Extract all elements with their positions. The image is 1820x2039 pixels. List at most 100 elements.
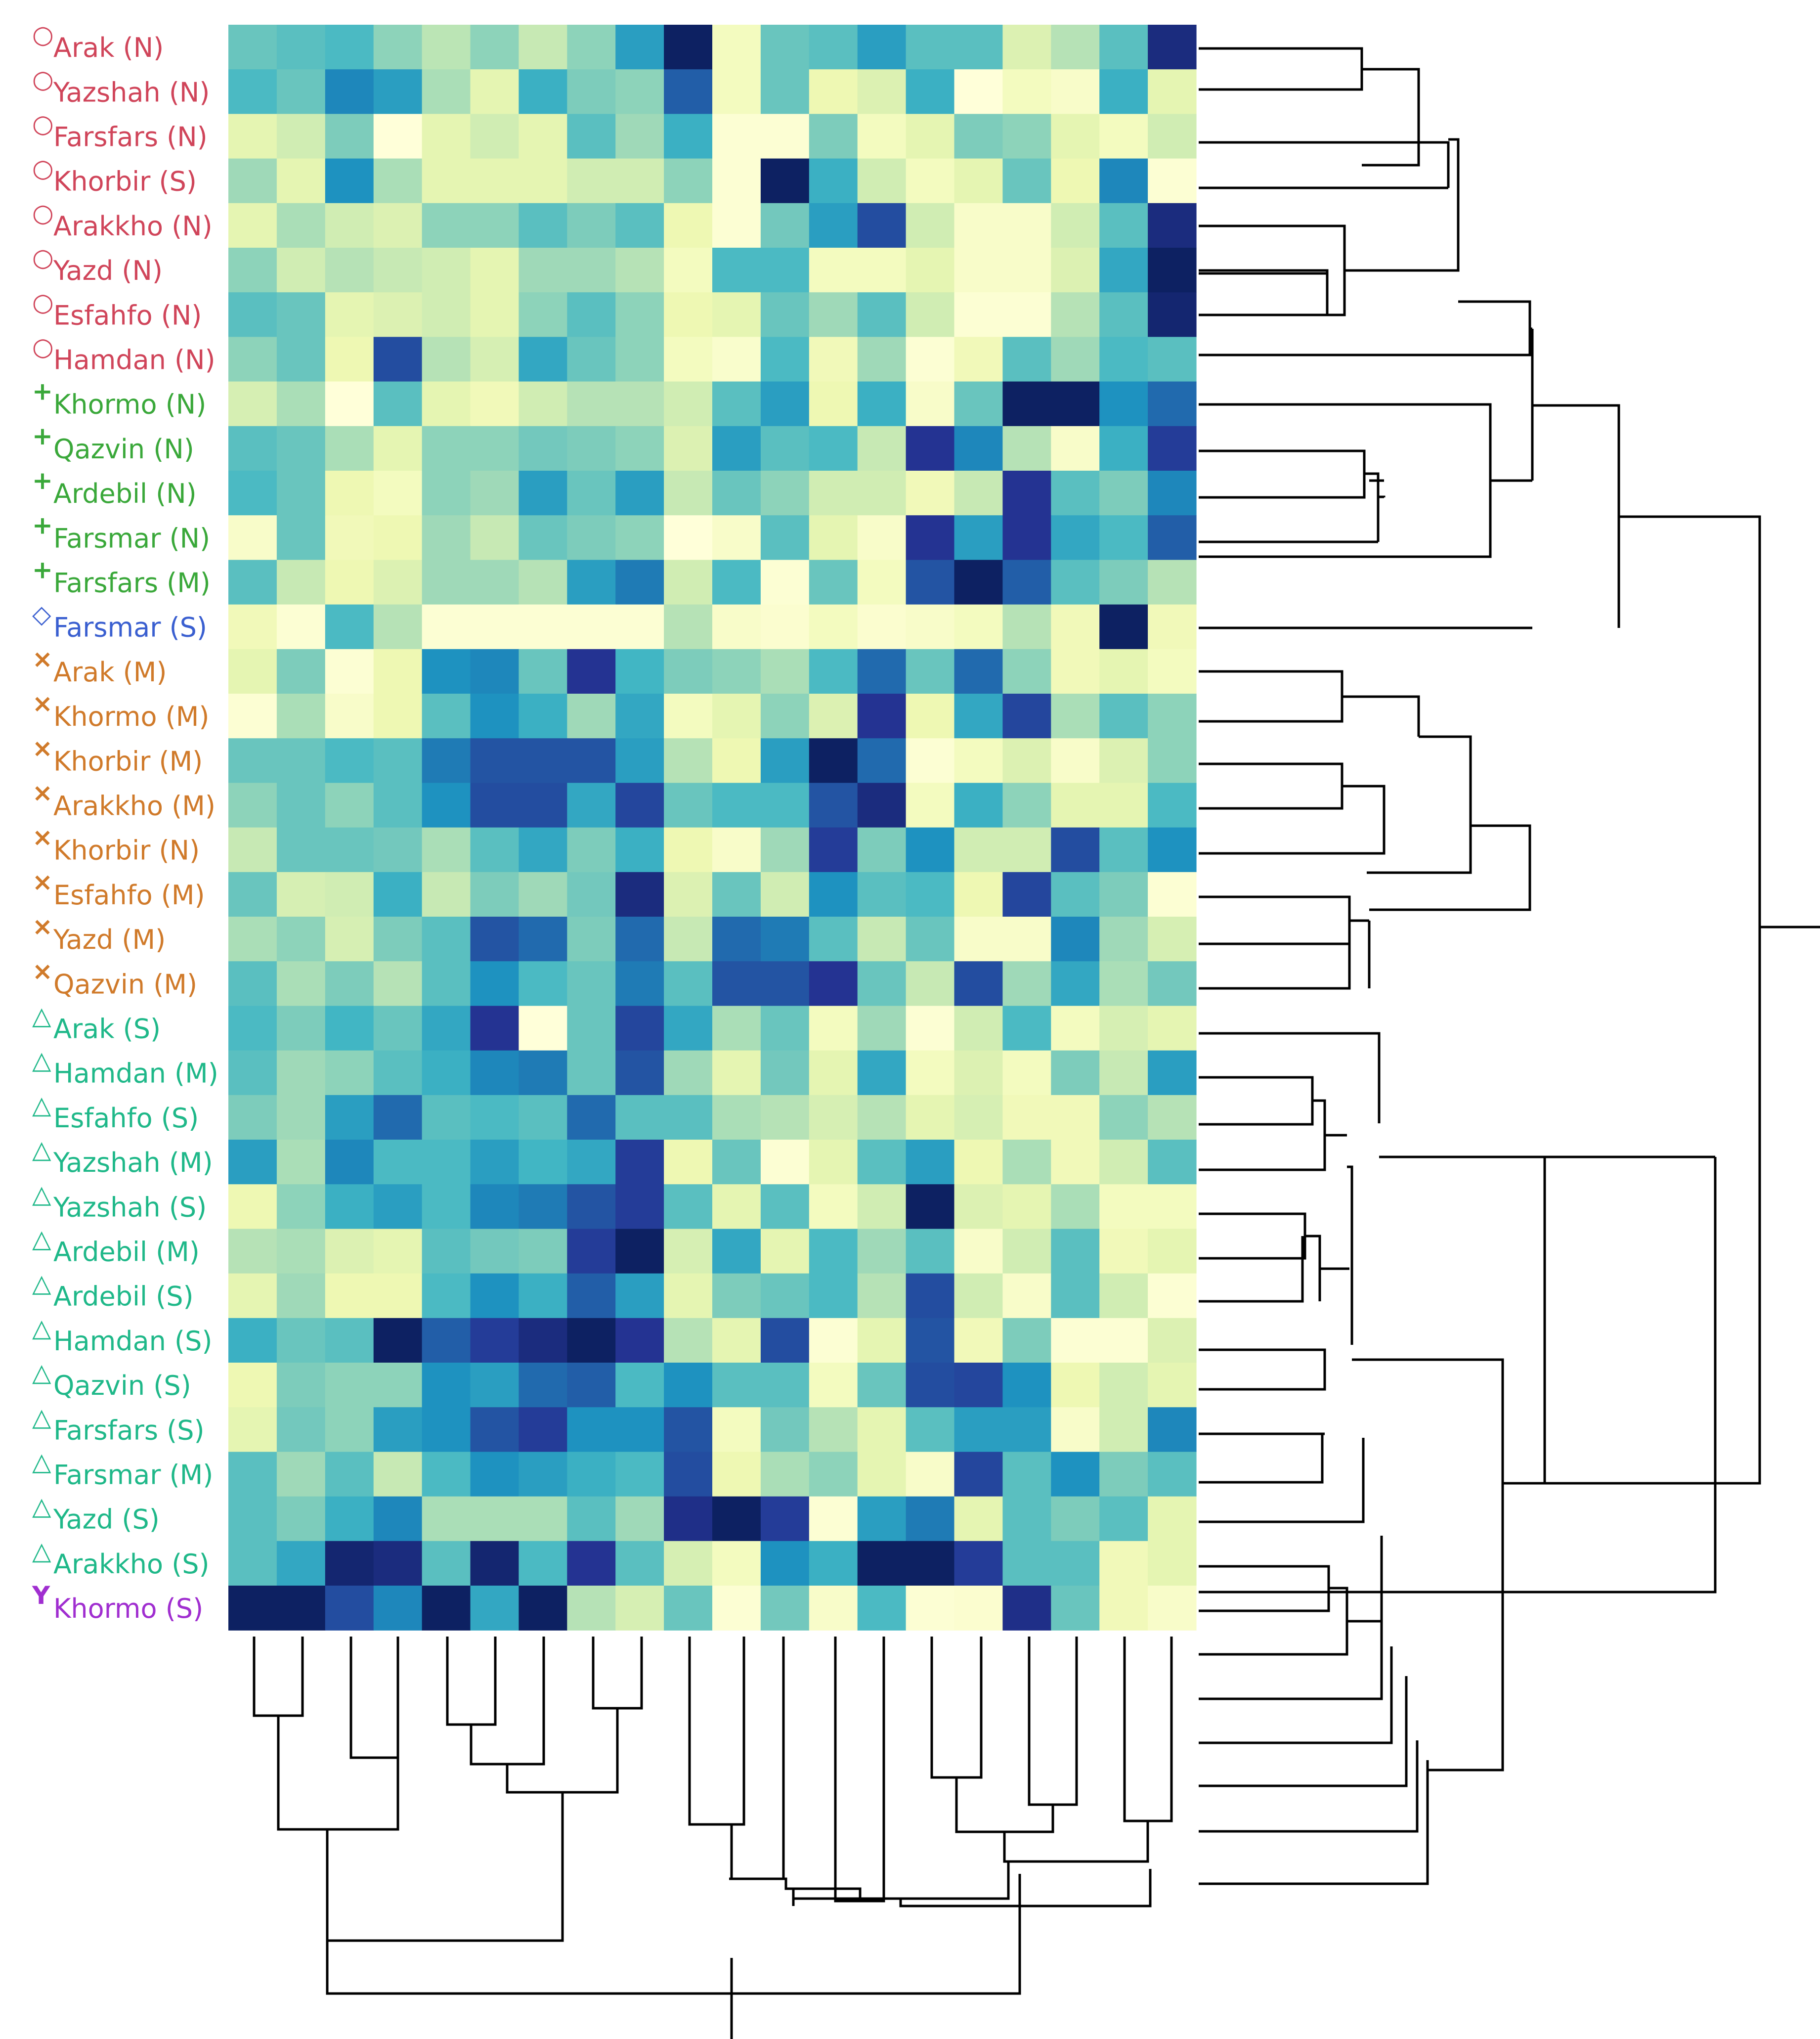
heatmap-cell: [567, 1407, 616, 1452]
heatmap-cell: [567, 783, 616, 828]
group-cross-marker-icon: ×: [32, 823, 53, 852]
heatmap-cell: [809, 25, 858, 70]
heatmap-cell: [519, 69, 567, 114]
heatmap-cell: [906, 1050, 955, 1096]
heatmap-cell: [422, 1229, 471, 1274]
heatmap-cell: [228, 337, 277, 382]
heatmap-cell: [954, 560, 1003, 605]
heatmap-cell: [276, 738, 326, 783]
heatmap-cell: [567, 158, 616, 204]
heatmap-cell: [712, 1363, 761, 1408]
heatmap-cell: [276, 158, 326, 204]
heatmap-cell: [954, 738, 1003, 783]
heatmap-cell: [1002, 1452, 1051, 1497]
heatmap-cell: [1051, 783, 1100, 828]
heatmap-cell: [760, 1496, 810, 1542]
heatmap-cell: [1051, 426, 1100, 471]
heatmap-cell: [954, 1452, 1003, 1497]
heatmap-cell: [1051, 1541, 1100, 1586]
heatmap-cell: [1148, 1229, 1197, 1274]
heatmap-cell: [470, 203, 519, 248]
heatmap-cell: [422, 1006, 471, 1051]
group-plus-marker-icon: +: [32, 422, 53, 450]
heatmap-cell: [519, 1006, 567, 1051]
row-label: Khormo (N): [53, 389, 206, 420]
heatmap-cell: [325, 25, 374, 70]
heatmap-cell: [1002, 1095, 1051, 1140]
heatmap-cell: [760, 203, 810, 248]
heatmap-cell: [712, 69, 761, 114]
heatmap-cell: [760, 1050, 810, 1096]
heatmap-cell: [519, 515, 567, 560]
heatmap-cell: [857, 827, 907, 873]
row-label: Qazvin (M): [53, 969, 197, 1000]
heatmap-cell: [857, 872, 907, 917]
heatmap-cell: [470, 1496, 519, 1542]
heatmap-cell: [422, 917, 471, 962]
heatmap-cell: [954, 337, 1003, 382]
heatmap-cell: [954, 1363, 1003, 1408]
heatmap-cell: [276, 917, 326, 962]
row-label: Yazd (M): [53, 924, 166, 955]
heatmap-cell: [615, 872, 664, 917]
heatmap-cell: [1051, 604, 1100, 650]
heatmap-cell: [567, 872, 616, 917]
heatmap-cell: [857, 1050, 907, 1096]
heatmap-cell: [325, 1452, 374, 1497]
heatmap-cell: [519, 471, 567, 516]
heatmap-cell: [760, 1452, 810, 1497]
heatmap-cell: [615, 1407, 664, 1452]
heatmap-cell: [325, 1095, 374, 1140]
row-label: Khorbir (N): [53, 835, 200, 866]
heatmap-cell: [567, 426, 616, 471]
heatmap-cell: [325, 69, 374, 114]
heatmap-cell: [664, 917, 713, 962]
heatmap-cell: [1148, 872, 1197, 917]
heatmap-cell: [857, 515, 907, 560]
heatmap-cell: [615, 292, 664, 337]
heatmap-cell: [470, 1050, 519, 1096]
heatmap-cell: [906, 1541, 955, 1586]
heatmap-cell: [664, 25, 713, 70]
heatmap-cell: [325, 1496, 374, 1542]
heatmap-cell: [712, 1140, 761, 1185]
heatmap-cell: [664, 1407, 713, 1452]
heatmap-cell: [1051, 1452, 1100, 1497]
heatmap-cell: [567, 114, 616, 159]
heatmap-cell: [712, 248, 761, 293]
heatmap-cell: [664, 1541, 713, 1586]
heatmap-cell: [1099, 248, 1148, 293]
heatmap-cell: [1002, 203, 1051, 248]
heatmap-cell: [519, 114, 567, 159]
heatmap-cell: [1099, 1407, 1148, 1452]
heatmap-cell: [712, 1407, 761, 1452]
heatmap-cell: [470, 917, 519, 962]
heatmap-cell: [422, 1541, 471, 1586]
heatmap-cell: [1148, 783, 1197, 828]
heatmap-cell: [373, 649, 423, 694]
heatmap-cell: [519, 25, 567, 70]
heatmap-cell: [519, 961, 567, 1006]
heatmap-cell: [519, 1452, 567, 1497]
heatmap-cell: [470, 1452, 519, 1497]
group-cross-marker-icon: ×: [32, 689, 53, 718]
heatmap-cell: [615, 69, 664, 114]
heatmap-cell: [1051, 560, 1100, 605]
row-label: Ardebil (S): [53, 1281, 194, 1312]
heatmap-cell: [1051, 337, 1100, 382]
heatmap-cell: [1099, 783, 1148, 828]
heatmap-cell: [857, 471, 907, 516]
group-triangle-marker-icon: △: [32, 1002, 51, 1030]
heatmap-cell: [1148, 203, 1197, 248]
heatmap-cell: [276, 1586, 326, 1631]
heatmap-cell: [519, 1140, 567, 1185]
heatmap-cell: [422, 872, 471, 917]
heatmap-cell: [422, 337, 471, 382]
heatmap-cell: [228, 694, 277, 739]
heatmap-cell: [857, 292, 907, 337]
heatmap-cell: [954, 248, 1003, 293]
heatmap-cell: [615, 337, 664, 382]
heatmap-cell: [664, 827, 713, 873]
heatmap-cell: [857, 381, 907, 427]
heatmap-cell: [1099, 560, 1148, 605]
